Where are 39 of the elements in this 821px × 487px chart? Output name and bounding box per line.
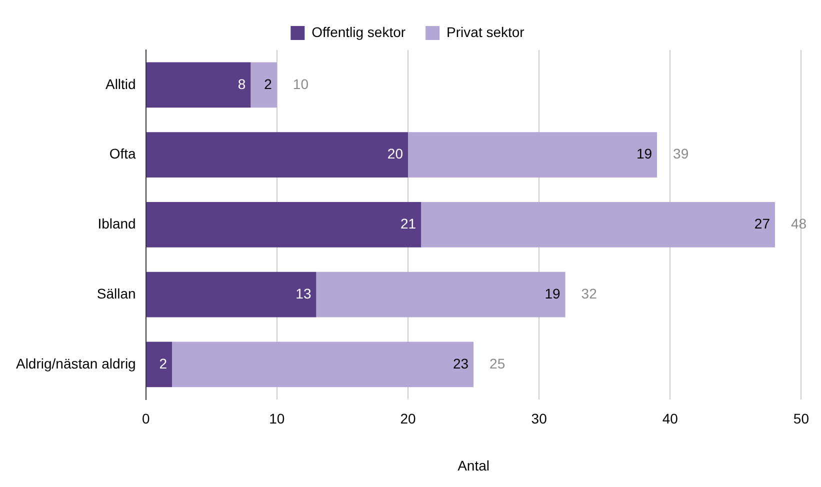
bar: [146, 132, 408, 178]
x-tick-label: 0: [142, 410, 150, 427]
y-tick-label: Alltid: [105, 76, 136, 92]
y-tick-label: Ofta: [109, 146, 136, 162]
bar: [146, 202, 422, 248]
total-label: 10: [292, 76, 309, 92]
data-label: 13: [296, 285, 312, 302]
bar: [146, 62, 251, 108]
x-tick-label: 20: [400, 410, 416, 427]
bar: [172, 342, 474, 388]
data-label: 27: [754, 216, 770, 232]
bar: [146, 272, 316, 318]
data-label: 19: [636, 146, 652, 162]
bar: [146, 342, 172, 388]
x-tick-label: 40: [662, 410, 678, 427]
data-label: 23: [452, 355, 469, 372]
total-label: 48: [791, 216, 807, 232]
y-tick-label: Aldrig/nästan aldrig: [16, 355, 136, 372]
bar: [316, 272, 566, 318]
x-axis-title: Antal: [458, 457, 490, 474]
total-label: 39: [673, 146, 689, 162]
data-label: 21: [400, 216, 416, 232]
data-label: 8: [238, 76, 246, 92]
total-label: 25: [490, 355, 506, 372]
total-label: 32: [581, 285, 598, 302]
x-tick-label: 10: [269, 410, 285, 427]
bar: [421, 202, 775, 248]
y-tick-label: Sällan: [96, 285, 136, 302]
data-label: 19: [544, 285, 560, 302]
data-label: 20: [387, 146, 404, 162]
x-tick-label: 30: [531, 410, 548, 427]
bar: [408, 132, 658, 178]
legend-label: Offentlig sektor: [312, 24, 406, 40]
legend-label: Privat sektor: [446, 24, 525, 40]
x-tick-label: 50: [793, 410, 810, 427]
bar: [250, 62, 277, 108]
y-tick-label: Ibland: [98, 216, 136, 232]
data-label: 2: [159, 355, 168, 372]
data-label: 2: [264, 76, 272, 92]
